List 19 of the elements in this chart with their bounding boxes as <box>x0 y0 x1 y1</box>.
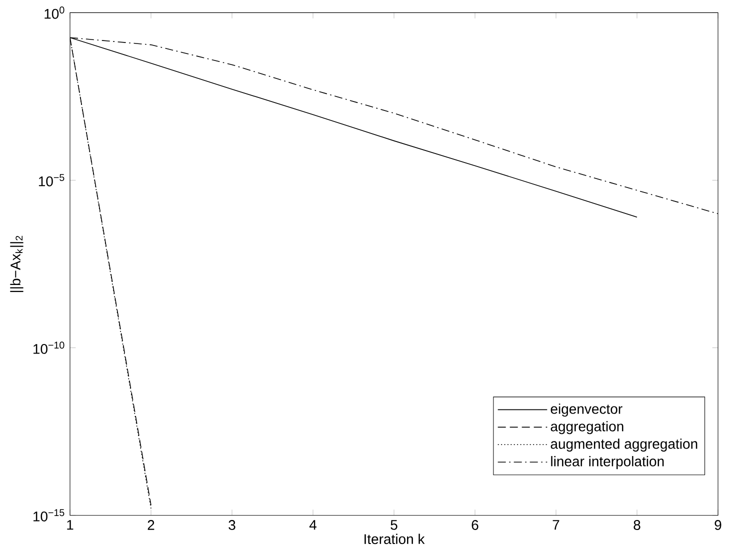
x-tick-label: 4 <box>309 520 316 530</box>
x-axis-title: Iteration k <box>364 534 425 544</box>
x-tick-label: 2 <box>148 520 154 530</box>
legend-label: eigenvector <box>550 404 622 417</box>
y-tick-label: 10$^{−10}$ <box>33 342 64 354</box>
x-tick-label: 8 <box>634 520 640 530</box>
x-tick-label: 6 <box>472 520 478 530</box>
x-tick-label: 3 <box>228 520 236 530</box>
x-tick-label: 5 <box>390 520 398 530</box>
y-axis-title: ||b−Ax$_{k}$||$_{2}$ <box>10 236 24 292</box>
legend-label: augmented aggregation <box>550 438 698 452</box>
y-tick-label: 10$^{−5}$ <box>38 174 64 186</box>
legend-label: aggregation <box>550 421 624 434</box>
y-tick-label: 10$^{−15}$ <box>33 509 64 522</box>
x-tick-label: 7 <box>552 520 560 530</box>
legend-label: linear interpolation <box>551 456 664 470</box>
x-tick-label: 9 <box>714 520 722 530</box>
x-tick-label: 1 <box>67 520 74 530</box>
y-tick-label: 10$^{0}$ <box>44 6 64 19</box>
